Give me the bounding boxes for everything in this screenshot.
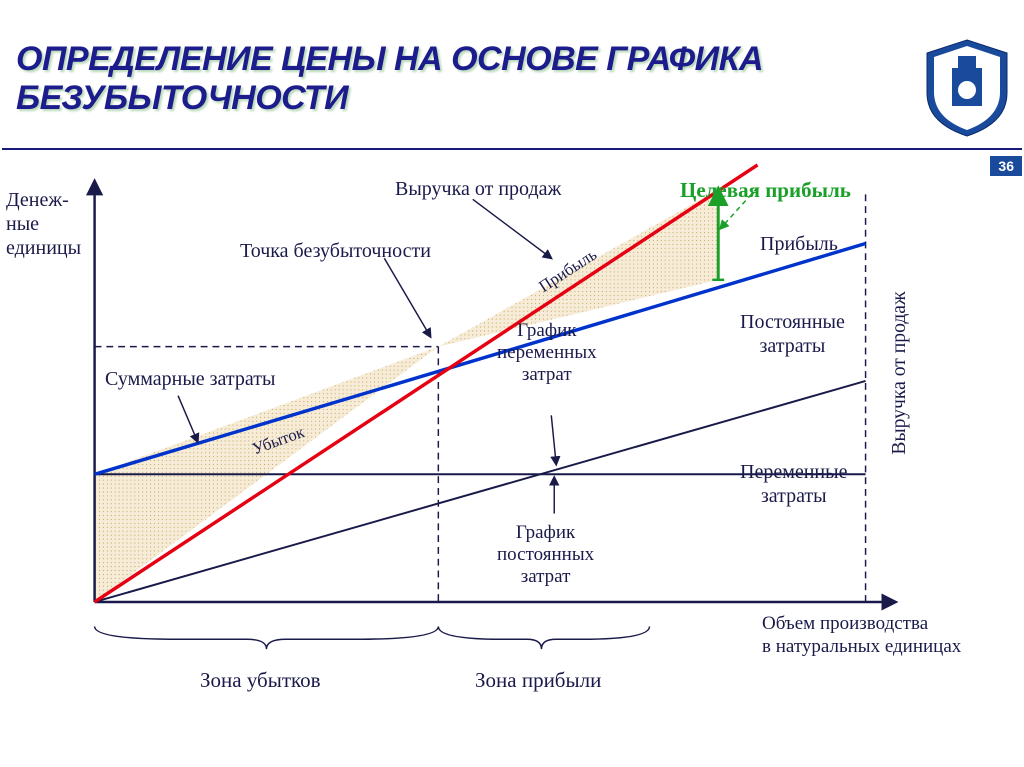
profit-brace	[438, 627, 649, 650]
total-cost-line	[95, 243, 866, 474]
fixed-right-label: Постоянные затраты	[740, 310, 845, 358]
breakeven-pointer	[384, 258, 430, 337]
loss-zone-label: Зона убытков	[200, 668, 321, 693]
loss-brace	[95, 627, 439, 650]
variable-graph-label: График переменных затрат	[497, 320, 597, 386]
variablecost-pointer	[551, 415, 556, 464]
breakeven-label: Точка безубыточности	[240, 240, 431, 263]
revenue-vertical-label: Выручка от продаж	[888, 291, 910, 455]
x-axis-label: Объем производства в натуральных единица…	[762, 613, 961, 659]
fixed-graph-label: График постоянных затрат	[497, 522, 594, 588]
profit-right-label: Прибыль	[760, 233, 838, 256]
border-line	[2, 148, 1022, 150]
revenue-pointer	[473, 199, 552, 258]
y-axis-label: Денеж- ные единицы	[6, 188, 81, 260]
totalcost-pointer	[178, 396, 198, 442]
revenue-label: Выручка от продаж	[395, 178, 561, 201]
university-logo	[922, 38, 1012, 138]
page-title: ОПРЕДЕЛЕНИЕ ЦЕНЫ НА ОСНОВЕ ГРАФИКА БЕЗУБ…	[16, 40, 1024, 118]
profit-zone-label: Зона прибыли	[475, 668, 601, 693]
target-profit-label: Целевая прибыль	[680, 178, 851, 203]
variable-right-label: Переменные затраты	[740, 460, 847, 508]
totalcost-label: Суммарные затраты	[105, 368, 275, 391]
